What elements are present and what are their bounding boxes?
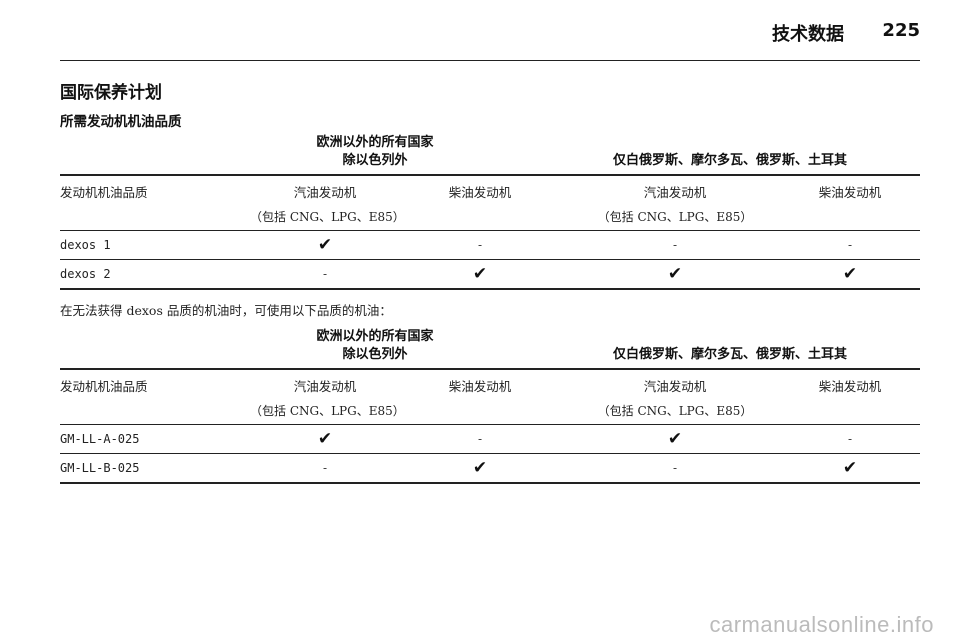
table-rule xyxy=(60,368,920,370)
row-label-dexos1: dexos 1 xyxy=(60,238,111,252)
region-header-cis-turkey: 仅白俄罗斯、摩尔多瓦、俄罗斯、土耳其 xyxy=(612,347,847,362)
alternative-oil-note: 在无法获得 dexos 品质的机油时，可使用以下品质的机油： xyxy=(60,303,392,318)
column-header-gasoline-a: 汽油发动机 （包括 CNG、LPG、E85） xyxy=(250,376,405,419)
table-rule xyxy=(60,453,920,454)
region-line-1: 欧洲以外的所有国家 xyxy=(316,329,434,344)
oil-quality-table-dexos: 欧洲以外的所有国家 除以色列外 仅白俄罗斯、摩尔多瓦、俄罗斯、土耳其 发动机机油… xyxy=(60,134,920,294)
dash-mark: - xyxy=(322,461,328,475)
gasoline-note: （包括 CNG、LPG、E85） xyxy=(250,210,405,224)
table-rule xyxy=(60,230,920,231)
check-icon: ✔ xyxy=(667,429,683,449)
dash-mark: - xyxy=(477,238,483,252)
row-label-gm-ll-a-025: GM-LL-A-025 xyxy=(60,432,140,446)
check-icon: ✔ xyxy=(842,264,858,284)
oil-quality-table-gm-ll: 欧洲以外的所有国家 除以色列外 仅白俄罗斯、摩尔多瓦、俄罗斯、土耳其 发动机机油… xyxy=(60,328,920,488)
chapter-title: 技术数据 xyxy=(772,24,844,45)
region-header-international: 欧洲以外的所有国家 除以色列外 xyxy=(270,328,480,364)
gasoline-label: 汽油发动机 xyxy=(293,379,357,394)
dash-mark: - xyxy=(672,461,678,475)
column-header-oil-quality: 发动机机油品质 xyxy=(60,185,148,200)
region-line-2: 除以色列外 xyxy=(342,153,408,168)
column-header-gasoline-b: 汽油发动机 （包括 CNG、LPG、E85） xyxy=(580,376,770,419)
column-header-oil-quality: 发动机机油品质 xyxy=(60,379,148,394)
table-rule xyxy=(60,174,920,176)
table-rule xyxy=(60,482,920,484)
region-line-1: 欧洲以外的所有国家 xyxy=(316,135,434,150)
check-icon: ✔ xyxy=(317,235,333,255)
table-rule xyxy=(60,259,920,260)
dash-mark: - xyxy=(322,267,328,281)
column-header-diesel-b: 柴油发动机 xyxy=(818,379,882,394)
check-icon: ✔ xyxy=(472,264,488,284)
check-icon: ✔ xyxy=(317,429,333,449)
row-label-gm-ll-b-025: GM-LL-B-025 xyxy=(60,461,140,475)
check-icon: ✔ xyxy=(667,264,683,284)
table-rule xyxy=(60,288,920,290)
column-header-gasoline-b: 汽油发动机 （包括 CNG、LPG、E85） xyxy=(580,182,770,225)
check-icon: ✔ xyxy=(472,458,488,478)
watermark: carmanualsonline.info xyxy=(709,612,934,637)
gasoline-label: 汽油发动机 xyxy=(643,185,707,200)
subsection-title: 所需发动机机油品质 xyxy=(60,114,182,130)
dash-mark: - xyxy=(672,238,678,252)
dash-mark: - xyxy=(847,238,853,252)
gasoline-label: 汽油发动机 xyxy=(293,185,357,200)
check-icon: ✔ xyxy=(842,458,858,478)
dash-mark: - xyxy=(477,432,483,446)
page-number: 225 xyxy=(882,20,920,41)
column-header-diesel-b: 柴油发动机 xyxy=(818,185,882,200)
column-header-diesel-a: 柴油发动机 xyxy=(448,185,512,200)
region-header-international: 欧洲以外的所有国家 除以色列外 xyxy=(270,134,480,170)
column-header-diesel-a: 柴油发动机 xyxy=(448,379,512,394)
dash-mark: - xyxy=(847,432,853,446)
gasoline-note: （包括 CNG、LPG、E85） xyxy=(250,404,405,418)
region-line-2: 除以色列外 xyxy=(342,347,408,362)
region-header-cis-turkey: 仅白俄罗斯、摩尔多瓦、俄罗斯、土耳其 xyxy=(612,153,847,168)
gasoline-label: 汽油发动机 xyxy=(643,379,707,394)
page-header: 技术数据 225 xyxy=(60,16,920,61)
gasoline-note: （包括 CNG、LPG、E85） xyxy=(597,210,753,224)
row-label-dexos2: dexos 2 xyxy=(60,267,111,281)
column-header-gasoline-a: 汽油发动机 （包括 CNG、LPG、E85） xyxy=(250,182,405,225)
section-title: 国际保养计划 xyxy=(60,83,162,103)
table-rule xyxy=(60,424,920,425)
gasoline-note: （包括 CNG、LPG、E85） xyxy=(597,404,753,418)
